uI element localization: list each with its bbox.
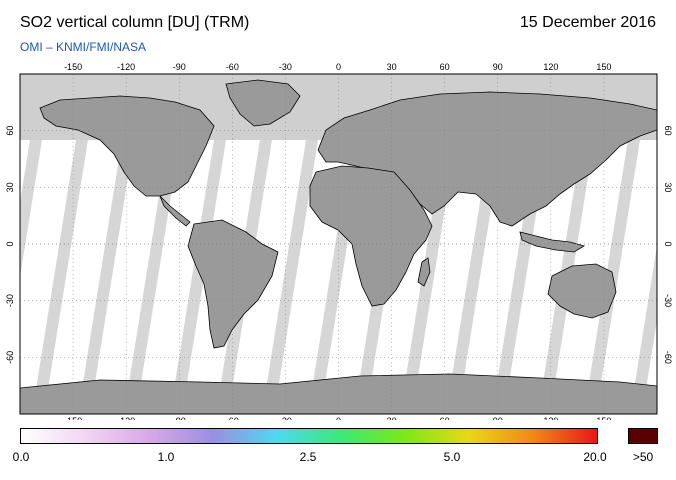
latitude-label: -60	[5, 351, 15, 364]
data-gap-swath	[32, 140, 88, 414]
africa	[309, 165, 433, 307]
longitude-label: 120	[543, 416, 558, 420]
longitude-label: 90	[493, 416, 503, 420]
latitude-label: 60	[5, 126, 15, 136]
indonesia	[519, 231, 585, 253]
latitude-label: -30	[5, 294, 15, 307]
map-date: 15 December 2016	[519, 14, 656, 31]
latitude-labels-left: 60 30 0 -30 -60	[5, 126, 15, 364]
scale-label-1: 1.0	[157, 450, 175, 464]
longitude-label: -30	[279, 416, 292, 420]
data-gap-swath	[446, 140, 502, 414]
longitude-label: 30	[387, 416, 397, 420]
color-scale-bar	[20, 428, 598, 444]
greenland	[225, 79, 301, 127]
latitude-label: 30	[663, 182, 673, 192]
longitude-label: -30	[279, 62, 292, 72]
graticule	[20, 74, 657, 414]
longitude-label: 30	[387, 62, 397, 72]
north-america	[39, 95, 215, 197]
scale-over-label: >50	[632, 450, 654, 464]
map-frame	[19, 73, 658, 415]
longitude-label: -150	[64, 62, 82, 72]
south-america	[187, 219, 279, 349]
longitude-labels-bottom: -150 -120 -90 -60 -30 0 30 60 90 120 150	[64, 416, 611, 420]
longitude-label: -150	[64, 416, 82, 420]
scale-label-2: 2.5	[299, 450, 317, 464]
longitude-label: 0	[336, 416, 341, 420]
landmasses	[20, 79, 657, 414]
latitude-labels-right: 60 30 0 -30 -60	[663, 126, 673, 364]
data-gap-swath	[20, 140, 42, 277]
scale-label-3: 5.0	[443, 450, 461, 464]
longitude-label: 90	[493, 62, 503, 72]
longitude-label: 150	[596, 62, 611, 72]
latitude-label: -60	[663, 351, 673, 364]
longitude-label: -90	[173, 62, 186, 72]
madagascar	[417, 257, 431, 287]
data-gap-swath	[170, 140, 226, 414]
longitude-label: -60	[226, 62, 239, 72]
map-title: SO2 vertical column [DU] (TRM)	[20, 14, 250, 31]
longitude-label: 60	[440, 62, 450, 72]
longitude-label: -120	[117, 62, 135, 72]
scale-label-4: 20.0	[583, 450, 607, 464]
longitude-label: 60	[440, 416, 450, 420]
data-gap-swath	[630, 245, 657, 414]
longitude-label: 150	[596, 416, 611, 420]
longitude-label: 120	[543, 62, 558, 72]
latitude-label: 30	[5, 182, 15, 192]
scale-label-0: 0.0	[12, 450, 30, 464]
longitude-label: 0	[336, 62, 341, 72]
data-gap-swath	[262, 140, 318, 414]
latitude-label: 0	[663, 241, 673, 246]
central-america	[159, 195, 191, 227]
data-source: OMI – KNMI/FMI/NASA	[20, 40, 147, 54]
latitude-label: -30	[663, 294, 673, 307]
latitude-label: 0	[5, 241, 15, 246]
overflow-color-box	[628, 428, 658, 444]
australia	[547, 263, 617, 319]
longitude-label: -90	[173, 416, 186, 420]
data-gap-swath	[78, 140, 134, 414]
longitude-labels-top: -150 -120 -90 -60 -30 0 30 60 90 120 150	[64, 62, 611, 72]
longitude-label: -60	[226, 416, 239, 420]
longitude-label: -120	[117, 416, 135, 420]
latitude-label: 60	[663, 126, 673, 136]
